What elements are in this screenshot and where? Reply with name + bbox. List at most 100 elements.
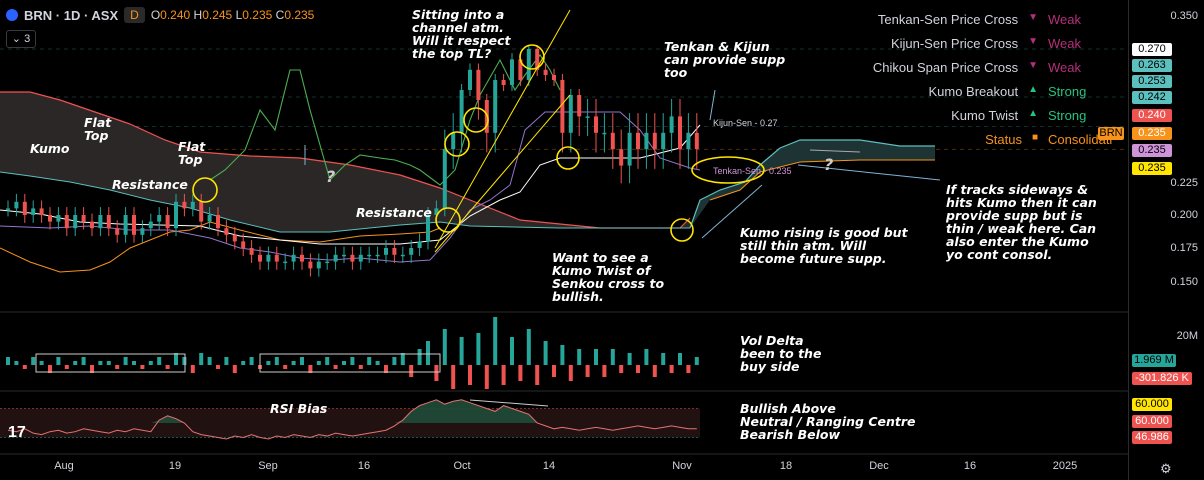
senkou-b-future: [709, 159, 935, 201]
signal-row-2: Chikou Span Price Cross ▼ Weak: [868, 60, 1103, 75]
candle-body: [652, 132, 657, 150]
candle-body: [602, 132, 607, 135]
vol-delta-bar: [199, 353, 204, 365]
vol-delta-bar: [123, 357, 128, 365]
candle-body: [90, 221, 94, 229]
vol-delta-bar: [333, 365, 338, 369]
candle-body: [56, 215, 61, 222]
vol-delta-bar: [140, 365, 145, 369]
highlight-circle-2: [444, 131, 470, 157]
vol-delta-bar: [308, 365, 313, 373]
vol-delta-bar: [31, 357, 36, 365]
candle-body: [98, 215, 103, 229]
chart-header: BRN · 1D · ASX D O0.240 H0.245 L0.235 C0…: [6, 6, 314, 24]
price-tick: 0.350: [1170, 10, 1198, 22]
time-tick: Oct: [453, 460, 471, 472]
vol-delta-bar: [627, 353, 632, 365]
time-tick: 16: [963, 460, 977, 472]
vol-delta-bar: [384, 365, 388, 373]
candle-body: [409, 248, 414, 255]
candle-body: [610, 132, 615, 150]
question-mark: ?: [326, 167, 336, 186]
candle-body: [686, 132, 691, 150]
triangle-down-icon: ▼: [1028, 36, 1038, 47]
vol-delta-bar: [48, 365, 52, 373]
candle-body: [451, 132, 456, 150]
candle-body: [308, 261, 313, 269]
vol-delta-bar: [283, 365, 288, 369]
vol-delta-bar: [636, 365, 640, 373]
candle-body: [552, 75, 556, 80]
tenkan-label: Tenkan-Sen - 0.235: [713, 166, 792, 176]
settings-gear-icon[interactable]: ⚙: [1160, 461, 1172, 476]
vol-delta-bar: [249, 357, 254, 365]
vol-delta-bar: [652, 365, 657, 377]
vol-delta-bar: [350, 357, 355, 365]
candle-body: [560, 80, 565, 133]
vol-delta-bar: [468, 365, 472, 385]
vol-delta-bar: [22, 365, 27, 369]
vol-delta-bar: [686, 365, 691, 373]
candle-body: [384, 248, 388, 255]
arrow-line: [709, 89, 716, 121]
candle-body: [678, 116, 682, 150]
senkou-b-line: [0, 171, 690, 233]
candle-body: [291, 254, 296, 262]
vol-badge: -301.826 K: [1132, 372, 1192, 385]
triangle-down-icon: ▼: [1028, 60, 1038, 71]
vol-delta-bar: [56, 357, 61, 365]
interval-badge[interactable]: D: [124, 7, 145, 23]
time-tick: Sep: [258, 460, 278, 472]
highlight-circle-4: [519, 44, 545, 70]
question-mark: ?: [824, 155, 834, 174]
candle-body: [199, 201, 204, 222]
candle-body: [669, 116, 674, 133]
time-tick: 16: [357, 460, 371, 472]
signal-row-1: Kijun-Sen Price Cross ▼ Weak: [868, 36, 1103, 51]
tradingview-logo[interactable]: 17: [8, 424, 26, 441]
rsi-badge: 60.000: [1132, 415, 1172, 428]
indicators-collapse-button[interactable]: ⌄ 3: [6, 30, 36, 48]
vol-delta-bar: [535, 365, 540, 385]
vol-delta-bar: [459, 337, 464, 365]
vol-delta-bar: [442, 329, 447, 365]
candle-body: [14, 201, 19, 209]
candle-body: [434, 208, 439, 215]
vol-delta-bar: [115, 365, 120, 369]
candle-body: [636, 132, 640, 150]
triangle-up-icon: ▲: [1028, 108, 1038, 119]
signal-name: Chikou Span Price Cross: [872, 60, 1019, 75]
candle-body: [216, 215, 220, 229]
vol-delta-bar: [64, 365, 69, 369]
symbol-icon[interactable]: [6, 9, 18, 21]
vol-delta-bar: [358, 365, 363, 369]
resistance-annotation: Resistance: [112, 177, 188, 192]
vol-delta-bar: [274, 357, 279, 365]
candle-body: [510, 59, 514, 85]
candle-body: [594, 116, 598, 133]
channel-bottom-trendline: [434, 94, 571, 253]
signal-value: Consolidati: [1048, 132, 1113, 147]
vol-range-box: [259, 353, 441, 373]
candle-body: [392, 248, 397, 255]
symbol-title[interactable]: BRN · 1D · ASX: [24, 7, 119, 23]
candle-body: [22, 201, 27, 215]
signal-row-0: Tenkan-Sen Price Cross ▼ Weak: [868, 12, 1103, 27]
candle-body: [493, 80, 498, 133]
vol-delta-bar: [232, 365, 237, 373]
rsi-badge: 60.000: [1132, 398, 1172, 411]
candle-body: [6, 208, 10, 210]
vol-delta-bar: [182, 357, 187, 365]
vol-delta-bar: [661, 353, 666, 365]
price-badge: 0.235: [1132, 127, 1172, 140]
flat-top-annotation: Flat Top: [84, 115, 112, 143]
candle-body: [31, 208, 36, 215]
candle-body: [535, 49, 540, 70]
kijun-label: Kijun-Sen - 0.27: [713, 118, 778, 128]
price-badge: 0.270: [1132, 43, 1172, 56]
signal-value: Weak: [1048, 60, 1081, 75]
vol-delta-bar: [543, 341, 548, 365]
arrow-line: [701, 184, 763, 239]
candle-body: [518, 59, 523, 80]
